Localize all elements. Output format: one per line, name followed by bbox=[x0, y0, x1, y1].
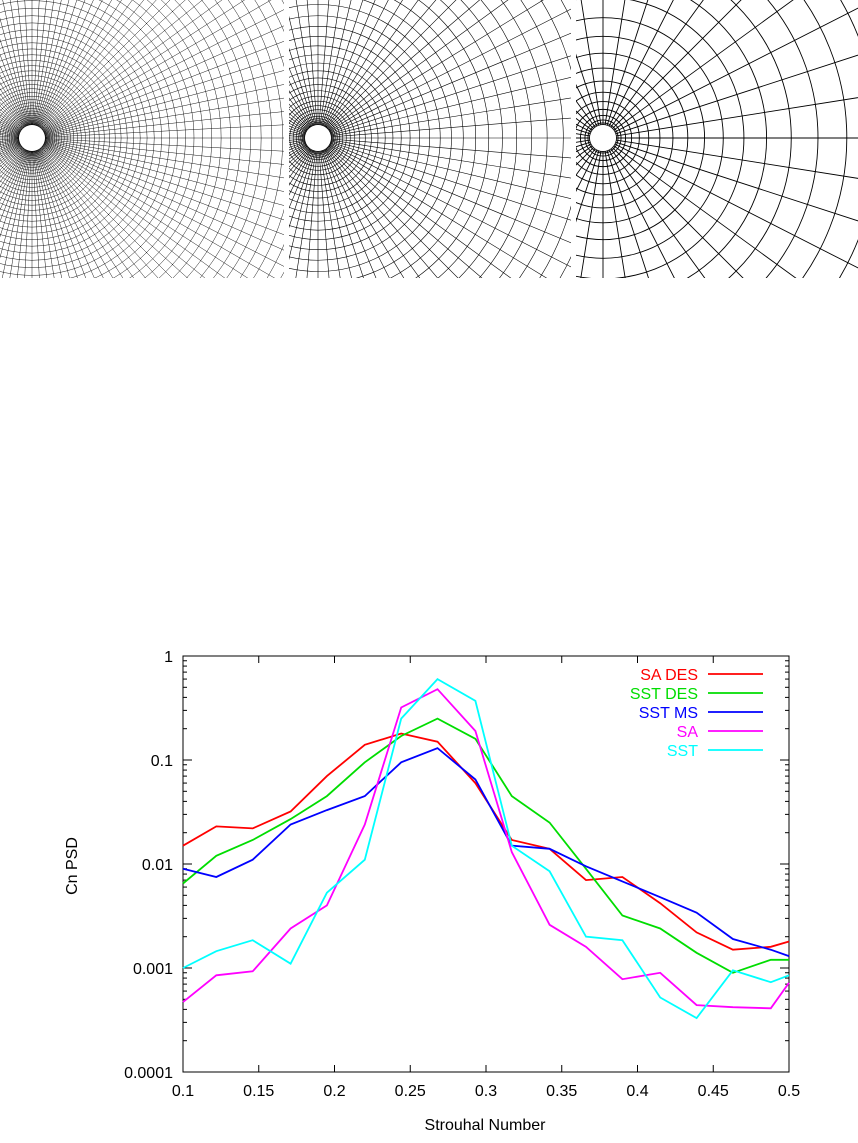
mesh-figure bbox=[0, 0, 858, 278]
y-tick-label: 0.0001 bbox=[124, 1065, 173, 1082]
cylinder bbox=[590, 125, 616, 151]
mesh-panels bbox=[0, 0, 858, 278]
x-tick-label: 0.35 bbox=[546, 1083, 577, 1100]
x-tick-label: 0.45 bbox=[698, 1083, 729, 1100]
mesh-panel-medium bbox=[289, 0, 571, 278]
x-tick-label: 0.2 bbox=[323, 1083, 345, 1100]
y-tick-label: 1 bbox=[164, 649, 173, 666]
x-tick-label: 0.25 bbox=[395, 1083, 426, 1100]
mesh-panel-coarse bbox=[576, 0, 858, 278]
y-tick-label: 0.1 bbox=[151, 753, 173, 770]
y-axis-title: Cn PSD bbox=[64, 837, 81, 895]
psd-chart: 0.1 0.15 0.2 0.25 0.3 0.35 0.4 0.45 0.5 0.0001 0.0… bbox=[0, 600, 858, 1138]
legend-label: SA DES bbox=[640, 667, 698, 684]
x-tick-label: 0.1 bbox=[172, 1083, 194, 1100]
y-tick-label: 0.01 bbox=[142, 857, 173, 874]
x-tick-label: 0.4 bbox=[626, 1083, 648, 1100]
x-tick-label: 0.3 bbox=[475, 1083, 497, 1100]
x-tick-label: 0.5 bbox=[778, 1083, 800, 1100]
cylinder bbox=[305, 125, 331, 151]
legend-label: SST bbox=[667, 743, 698, 760]
plot-frame bbox=[182, 655, 790, 1073]
series-line-sst-des bbox=[182, 717, 789, 974]
series-line-sst-ms bbox=[182, 747, 790, 957]
mesh-panel-fine bbox=[0, 0, 284, 278]
legend-label: SST DES bbox=[630, 686, 698, 703]
legend-label: SA bbox=[677, 724, 699, 741]
x-tick-label: 0.15 bbox=[243, 1083, 274, 1100]
series-line-sst bbox=[182, 677, 790, 1020]
legend-label: SST MS bbox=[639, 705, 698, 722]
series-line-sa bbox=[182, 688, 790, 1010]
y-tick-label: 0.001 bbox=[133, 961, 173, 978]
cylinder bbox=[19, 125, 45, 151]
x-axis-title: Strouhal Number bbox=[425, 1117, 547, 1134]
psd-chart-svg: 0.1 0.15 0.2 0.25 0.3 0.35 0.4 0.45 0.5 0.0001 0.0… bbox=[64, 649, 800, 1134]
